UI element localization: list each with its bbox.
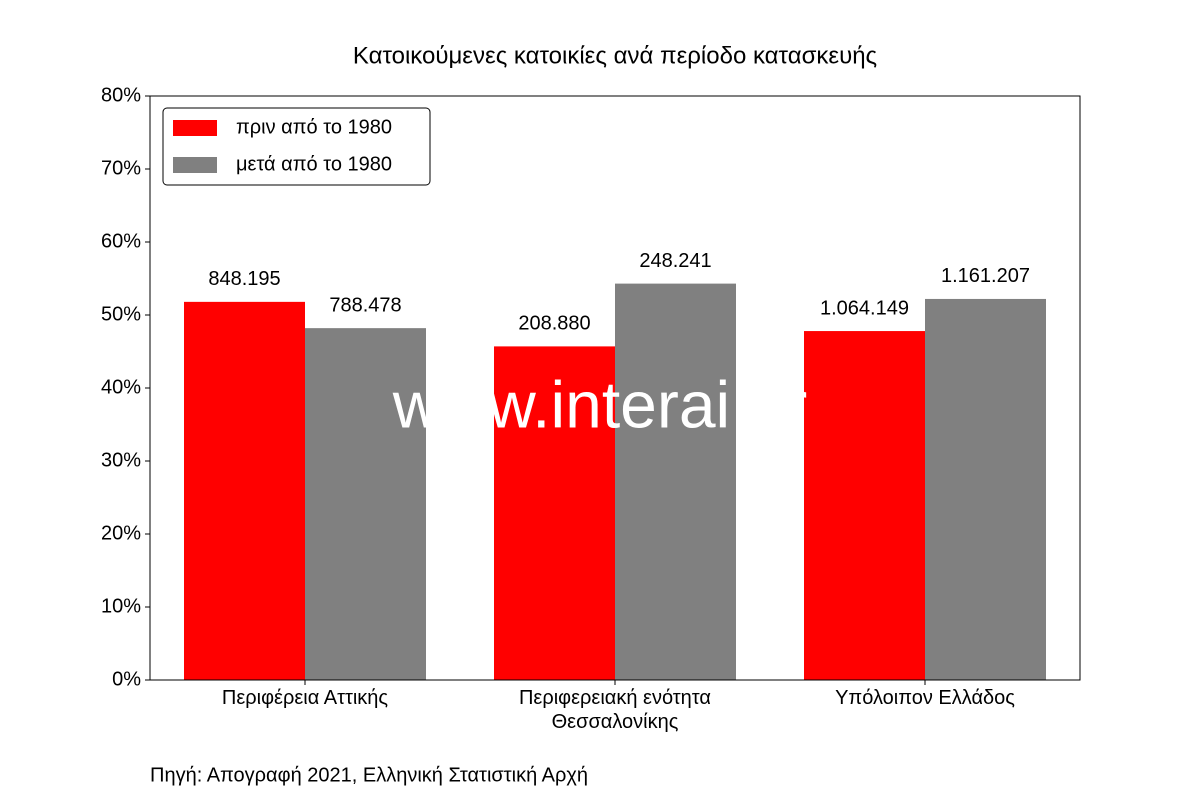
bar: [184, 301, 305, 680]
data-label: 1.064.149: [820, 297, 909, 319]
bar: [925, 298, 1046, 680]
y-tick-label: 50%: [101, 303, 141, 325]
legend-box: [162, 107, 431, 186]
data-label: 788.478: [329, 294, 401, 316]
y-tick-label: 60%: [101, 230, 141, 252]
data-label: 848.195: [208, 268, 280, 290]
bar: [804, 331, 925, 680]
data-label: 208.880: [518, 313, 590, 335]
y-tick-label: 10%: [101, 595, 141, 617]
y-tick-label: 80%: [101, 84, 141, 106]
y-tick-label: 20%: [101, 522, 141, 544]
y-tick-label: 70%: [101, 157, 141, 179]
chart-title: Κατοικούμενες κατοικίες ανά περίοδο κατα…: [353, 42, 877, 69]
bar: [494, 346, 615, 680]
legend-label: πριν από το 1980: [236, 116, 392, 138]
legend-swatch: [173, 120, 217, 136]
x-tick-label: Περιφερειακή ενότητα Θεσσαλονίκης: [518, 687, 711, 733]
axes-frame: [149, 95, 1081, 681]
bar: [615, 283, 736, 680]
bar: [305, 328, 426, 680]
x-tick-label: Υπόλοιπον Ελλάδος: [835, 687, 1015, 709]
data-label: 1.161.207: [941, 265, 1030, 287]
y-tick-label: 40%: [101, 376, 141, 398]
x-tick-label: Περιφέρεια Αττικής: [221, 687, 389, 709]
data-label: 248.241: [639, 250, 711, 272]
watermark: www.interai.gr: [392, 367, 807, 441]
y-tick-label: 0%: [112, 668, 141, 690]
y-tick-label: 30%: [101, 449, 141, 471]
legend-swatch: [173, 157, 217, 173]
legend-label: μετά από το 1980: [236, 153, 392, 175]
source: Πηγή: Απογραφή 2021, Ελληνική Στατιστική…: [150, 764, 588, 786]
